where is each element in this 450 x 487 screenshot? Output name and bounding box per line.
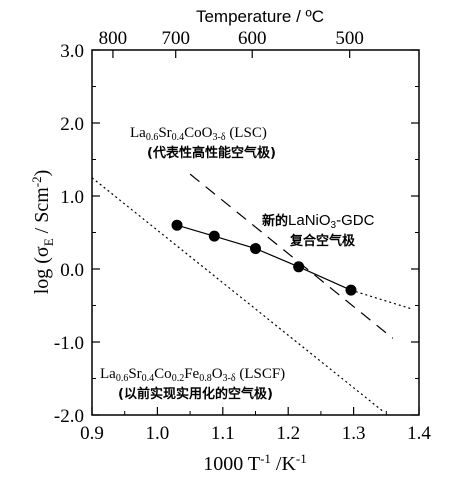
lsc-label: La0.6Sr0.4CoO3-δ (LSC)	[130, 125, 267, 143]
y-axis-title: log (σE / Scm-2)	[29, 170, 56, 295]
y-tick-label: -1.0	[54, 333, 84, 354]
top-tick-label: 800	[99, 28, 128, 49]
x-axis-title: 1000 T-1 /K-1	[203, 451, 307, 475]
data-point	[171, 219, 183, 231]
x-tick-label: 1.0	[146, 423, 170, 444]
y-tick-label: -2.0	[54, 406, 84, 427]
x-tick-label: 0.9	[80, 423, 104, 444]
top-tick-label: 500	[335, 28, 364, 49]
x-tick-label: 1.3	[342, 423, 366, 444]
x-tick-label: 1.1	[211, 423, 235, 444]
new-electrode-label-line2: 复合空气极	[289, 233, 356, 249]
x-tick-label: 1.2	[276, 423, 300, 444]
data-point	[250, 243, 261, 255]
y-tick-label: 1.0	[60, 187, 84, 208]
data-point	[345, 284, 357, 296]
y-tick-label: 2.0	[60, 114, 84, 135]
data-point	[208, 230, 220, 242]
ticks: 0.9 1.0 1.1 1.2 1.3 1.4 3.0 2.0 1.0 0.0 -1.0 -2.0 80…	[54, 28, 431, 444]
y-tick-label: 3.0	[60, 41, 84, 62]
series-line-2	[91, 177, 384, 412]
x-tick-label: 1.4	[407, 423, 431, 444]
top-tick-label: 700	[161, 28, 190, 49]
data-point	[293, 261, 305, 273]
lsc-note: (代表性高性能空气极)	[147, 145, 276, 161]
series-layer	[91, 173, 413, 412]
y-tick-label: 0.0	[60, 260, 84, 281]
lscf-label: La0.6Sr0.4Co0.2Fe0.8O3-δ (LSCF)	[100, 366, 285, 384]
series-extension-0	[350, 289, 413, 310]
new-electrode-label-line1: 新的LaNiO3-GDC	[262, 212, 375, 231]
lscf-note: (以前实现实用化的空气极)	[118, 386, 273, 402]
top-tick-label: 600	[238, 28, 267, 49]
top-axis-title: Temperature / ºC	[196, 7, 324, 26]
series-line-1	[189, 173, 394, 339]
plot-frame	[91, 49, 420, 416]
